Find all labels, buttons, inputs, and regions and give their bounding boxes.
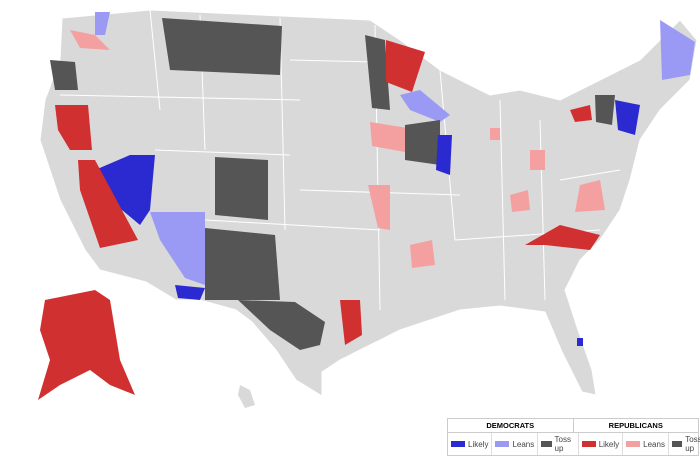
district-texas-west bbox=[238, 300, 325, 350]
district-ohio bbox=[530, 150, 545, 170]
legend-rep-tossup: Toss up bbox=[669, 433, 700, 455]
legend-label: Leans bbox=[643, 439, 665, 449]
district-texas-central bbox=[340, 300, 362, 345]
swatch-rep-leans bbox=[626, 441, 641, 447]
legend-label: Toss up bbox=[554, 435, 571, 453]
legend-label: Toss up bbox=[685, 435, 700, 453]
legend-dem-tossup: Toss up bbox=[538, 433, 579, 455]
district-virginia bbox=[575, 180, 605, 212]
district-regions bbox=[50, 12, 695, 350]
swatch-dem-leans bbox=[495, 441, 510, 447]
legend: DEMOCRATS REPUBLICANS Likely Leans Toss … bbox=[447, 418, 700, 456]
district-illinois bbox=[436, 135, 452, 175]
swatch-rep-likely bbox=[581, 441, 596, 447]
district-washington-west bbox=[50, 60, 78, 90]
district-montana bbox=[162, 18, 282, 75]
district-california-central bbox=[78, 160, 138, 248]
district-iowa bbox=[370, 122, 408, 152]
district-minnesota-west bbox=[365, 35, 390, 110]
district-new-mexico bbox=[205, 228, 280, 300]
district-arizona-south bbox=[175, 285, 205, 300]
legend-dem-leans: Leans bbox=[492, 433, 539, 455]
district-iowa-east bbox=[405, 120, 440, 165]
legend-republicans-title: REPUBLICANS bbox=[573, 419, 698, 433]
district-new-york bbox=[570, 105, 592, 122]
district-wisconsin bbox=[400, 90, 450, 122]
district-maine bbox=[660, 20, 695, 80]
legend-label: Leans bbox=[512, 439, 535, 449]
legend-democrats-title: DEMOCRATS bbox=[448, 419, 574, 433]
district-kentucky bbox=[510, 190, 530, 212]
district-pennsylvania bbox=[595, 95, 615, 125]
district-michigan bbox=[490, 128, 500, 140]
district-arizona bbox=[150, 212, 205, 285]
legend-rep-leans: Leans bbox=[623, 433, 669, 455]
legend-label: Likely bbox=[598, 439, 620, 449]
contiguous-us bbox=[39, 9, 698, 397]
legend-label: Likely bbox=[468, 439, 489, 449]
district-north-carolina bbox=[525, 225, 600, 250]
legend-dem-likely: Likely bbox=[448, 433, 493, 455]
legend-rep-likely: Likely bbox=[579, 433, 624, 455]
alaska bbox=[38, 290, 135, 400]
district-nevada bbox=[92, 155, 155, 225]
district-washington-north bbox=[95, 12, 110, 35]
district-washington bbox=[70, 30, 110, 50]
district-minnesota bbox=[386, 40, 425, 92]
district-florida bbox=[577, 338, 583, 346]
district-arkansas bbox=[410, 240, 435, 268]
swatch-rep-tossup bbox=[671, 441, 683, 447]
hawaii bbox=[238, 385, 255, 408]
district-california-north bbox=[55, 105, 92, 150]
swatch-dem-likely bbox=[451, 441, 465, 447]
swatch-dem-tossup bbox=[541, 441, 552, 447]
district-new-jersey bbox=[615, 100, 640, 135]
district-colorado bbox=[215, 157, 268, 220]
district-kansas bbox=[368, 185, 390, 230]
